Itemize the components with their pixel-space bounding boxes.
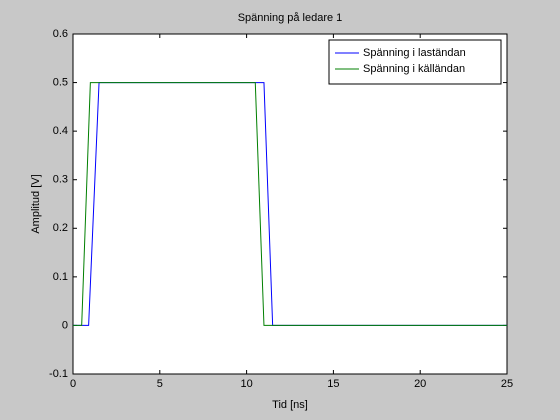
y-tick-label: 0.4 xyxy=(53,125,68,137)
chart-title: Spänning på ledare 1 xyxy=(238,12,343,24)
axes xyxy=(72,33,508,375)
x-tick-label: 15 xyxy=(327,378,339,390)
x-label: Tid [ns] xyxy=(272,399,308,411)
x-tick-label: 0 xyxy=(70,378,76,390)
y-tick-label: 0 xyxy=(62,319,68,331)
x-tick-label: 5 xyxy=(157,378,163,390)
y-label: Amplitud [V] xyxy=(30,174,42,233)
y-tick-label: 0.1 xyxy=(53,271,68,283)
x-tick-label: 10 xyxy=(240,378,252,390)
y-tick-label: 0.6 xyxy=(53,28,68,40)
x-tick-label: 25 xyxy=(501,378,513,390)
legend-label: Spänning i laständan xyxy=(363,47,466,59)
series-line xyxy=(73,82,507,326)
legend-label: Spänning i källändan xyxy=(363,63,465,75)
legend xyxy=(328,39,502,85)
y-tick-label: 0.5 xyxy=(53,76,68,88)
y-tick-label: 0.2 xyxy=(53,222,68,234)
y-tick-label: -0.1 xyxy=(49,368,68,380)
x-tick-label: 20 xyxy=(414,378,426,390)
y-tick-label: 0.3 xyxy=(53,174,68,186)
